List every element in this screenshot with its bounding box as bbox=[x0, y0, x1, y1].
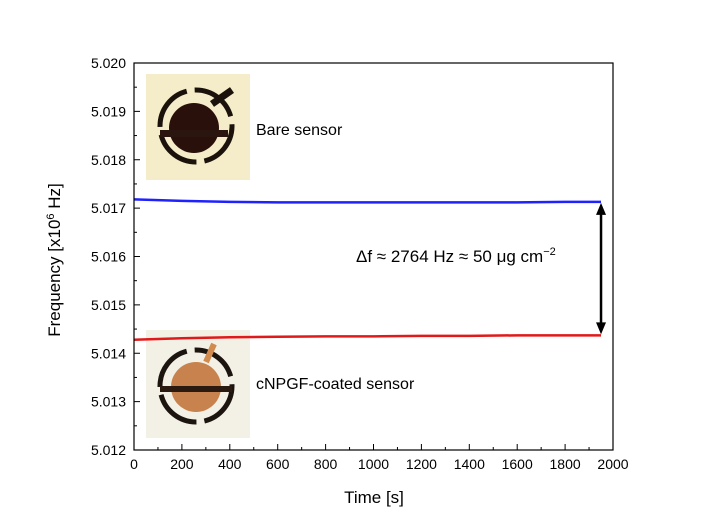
plot-frame bbox=[133, 62, 614, 451]
series-line-bare-sensor bbox=[133, 198, 602, 204]
x-tick-label: 1600 bbox=[502, 456, 533, 472]
coated-sensor-label: cNPGF-coated sensor bbox=[256, 376, 415, 393]
x-tick-label: 400 bbox=[218, 456, 242, 472]
coated-sensor-photo bbox=[146, 330, 250, 438]
x-tick-label: 1400 bbox=[454, 456, 485, 472]
y-tick-label: 5.016 bbox=[91, 249, 126, 265]
x-tick-label: 200 bbox=[170, 456, 194, 472]
y-tick-label: 5.018 bbox=[91, 152, 126, 168]
x-tick-label: 800 bbox=[314, 456, 338, 472]
y-axis-title: Frequency [x106 Hz] bbox=[45, 183, 64, 337]
y-tick-label: 5.012 bbox=[91, 442, 126, 458]
bare-sensor-label: Bare sensor bbox=[256, 122, 343, 139]
arrow-head-top bbox=[596, 202, 607, 215]
y-tick-label: 5.019 bbox=[91, 103, 126, 119]
y-tick-label: 5.015 bbox=[91, 297, 126, 313]
y-tick-label: 5.014 bbox=[91, 345, 126, 361]
x-tick-label: 1200 bbox=[406, 456, 437, 472]
y-tick-label: 5.017 bbox=[91, 200, 126, 216]
x-axis-title: Time [s] bbox=[344, 488, 404, 507]
bare-sensor-photo bbox=[146, 74, 250, 180]
x-tick-label: 1800 bbox=[550, 456, 581, 472]
delta-f-annotation: Δf ≈ 2764 Hz ≈ 50 μg cm−2 bbox=[356, 246, 556, 266]
axis-ticks-layer: 0 200 400 600 800 1000 1200 1400 1600 1800 2000 5.0… bbox=[91, 55, 629, 472]
x-tick-label: 2000 bbox=[597, 456, 628, 472]
x-tick-label: 0 bbox=[130, 456, 138, 472]
y-tick-label: 5.013 bbox=[91, 394, 126, 410]
y-tick-label: 5.020 bbox=[91, 55, 126, 71]
x-tick-label: 1000 bbox=[358, 456, 389, 472]
arrow-head-bottom bbox=[596, 322, 607, 335]
series-line-cnpgf-coated-sensor bbox=[133, 334, 602, 341]
x-tick-label: 600 bbox=[266, 456, 290, 472]
